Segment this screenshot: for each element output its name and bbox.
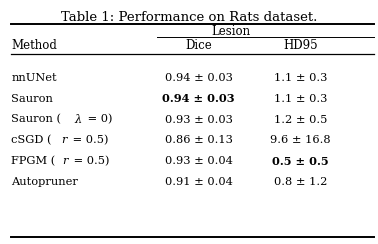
Text: r: r xyxy=(61,135,67,145)
Text: = 0.5): = 0.5) xyxy=(70,156,109,166)
Text: Autopruner: Autopruner xyxy=(11,177,78,187)
Text: 9.6 ± 16.8: 9.6 ± 16.8 xyxy=(270,135,331,145)
Text: 0.94 ± 0.03: 0.94 ± 0.03 xyxy=(162,93,235,104)
Text: Lesion: Lesion xyxy=(211,25,250,38)
Text: 0.8 ± 1.2: 0.8 ± 1.2 xyxy=(274,177,327,187)
Text: nnUNet: nnUNet xyxy=(11,73,57,83)
Text: Sauron (: Sauron ( xyxy=(11,114,61,125)
Text: Method: Method xyxy=(11,39,57,52)
Text: Dice: Dice xyxy=(185,39,212,52)
Text: 0.93 ± 0.04: 0.93 ± 0.04 xyxy=(164,156,232,166)
Text: HD95: HD95 xyxy=(283,39,318,52)
Text: 1.2 ± 0.5: 1.2 ± 0.5 xyxy=(274,115,327,124)
Text: Table 1: Performance on Rats dataset.: Table 1: Performance on Rats dataset. xyxy=(61,11,317,24)
Text: 0.91 ± 0.04: 0.91 ± 0.04 xyxy=(164,177,232,187)
Text: 0.86 ± 0.13: 0.86 ± 0.13 xyxy=(164,135,232,145)
Text: 0.93 ± 0.03: 0.93 ± 0.03 xyxy=(164,115,232,124)
Text: 0.94 ± 0.03: 0.94 ± 0.03 xyxy=(164,73,232,83)
Text: = 0): = 0) xyxy=(84,114,113,125)
Text: cSGD (: cSGD ( xyxy=(11,135,52,145)
Text: FPGM (: FPGM ( xyxy=(11,156,56,166)
Text: 0.5 ± 0.5: 0.5 ± 0.5 xyxy=(272,155,329,167)
Text: 1.1 ± 0.3: 1.1 ± 0.3 xyxy=(274,94,327,104)
Text: λ: λ xyxy=(75,115,82,124)
Text: = 0.5): = 0.5) xyxy=(69,135,108,145)
Text: 1.1 ± 0.3: 1.1 ± 0.3 xyxy=(274,73,327,83)
Text: Sauron: Sauron xyxy=(11,94,53,104)
Text: r: r xyxy=(62,156,68,166)
